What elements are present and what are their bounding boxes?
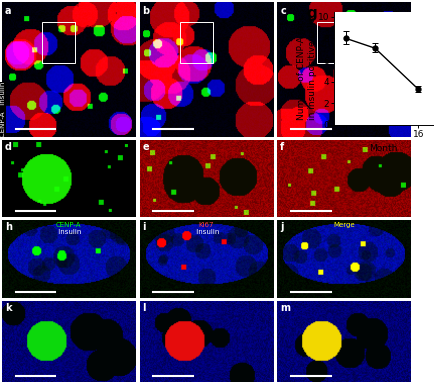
Text: e: e bbox=[142, 142, 149, 152]
Text: i: i bbox=[142, 222, 146, 232]
Text: k: k bbox=[5, 303, 11, 313]
Text: CENP-A: CENP-A bbox=[56, 222, 82, 228]
Text: f: f bbox=[280, 142, 284, 152]
Text: Insulin: Insulin bbox=[194, 229, 219, 235]
Text: Merge: Merge bbox=[333, 222, 355, 228]
Bar bbox=[42, 22, 76, 63]
Text: CENP-A   Insulin: CENP-A Insulin bbox=[0, 82, 7, 137]
Text: g: g bbox=[306, 6, 317, 21]
Bar bbox=[317, 22, 351, 63]
Y-axis label: Number of CENP-A foci
in insulin positive cells: Number of CENP-A foci in insulin positiv… bbox=[297, 17, 316, 120]
Text: h: h bbox=[5, 222, 12, 232]
Text: Insulin: Insulin bbox=[56, 229, 82, 235]
Text: b: b bbox=[142, 6, 149, 16]
Text: a: a bbox=[5, 6, 11, 16]
X-axis label: Month: Month bbox=[369, 144, 398, 153]
Bar bbox=[180, 22, 213, 63]
Text: l: l bbox=[142, 303, 146, 313]
Text: j: j bbox=[280, 222, 284, 232]
Text: Ki67: Ki67 bbox=[199, 222, 214, 228]
Text: c: c bbox=[280, 6, 286, 16]
Text: d: d bbox=[5, 142, 12, 152]
Text: m: m bbox=[280, 303, 290, 313]
